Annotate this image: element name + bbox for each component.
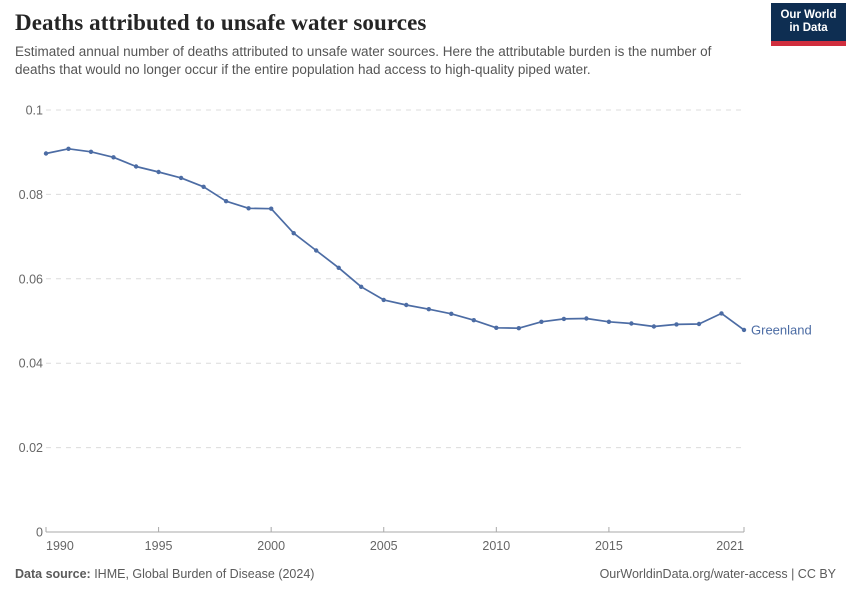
data-point <box>471 318 476 323</box>
data-point <box>246 206 251 211</box>
data-point <box>269 206 274 211</box>
y-tick-label: 0.06 <box>19 272 43 286</box>
data-point <box>651 324 657 329</box>
series-greenland: Greenland <box>43 146 812 337</box>
owid-logo[interactable]: Our World in Data <box>771 3 846 46</box>
data-point <box>314 248 319 253</box>
attribution-link[interactable]: OurWorldinData.org/water-access | CC BY <box>599 567 836 581</box>
data-point <box>741 327 747 333</box>
series-end-label: Greenland <box>751 322 812 337</box>
chart-footer: Data source: IHME, Global Burden of Dise… <box>15 567 836 581</box>
page-title: Deaths attributed to unsafe water source… <box>15 10 427 35</box>
owid-logo-line2: in Data <box>789 22 828 34</box>
data-point <box>359 284 364 289</box>
data-point <box>539 319 544 324</box>
data-point <box>178 175 184 181</box>
data-point <box>66 146 71 151</box>
y-tick-label: 0.08 <box>19 188 43 202</box>
data-point <box>156 169 161 175</box>
data-point <box>404 302 409 308</box>
x-tick-label: 1990 <box>46 539 74 553</box>
data-point <box>381 297 386 303</box>
data-point <box>561 316 567 322</box>
x-tick-label: 1995 <box>145 539 173 553</box>
data-point <box>494 325 499 330</box>
data-point <box>696 321 702 327</box>
x-tick-label: 2015 <box>595 539 623 553</box>
data-point <box>584 316 589 321</box>
y-tick-label: 0.04 <box>19 357 43 371</box>
y-tick-label: 0.1 <box>26 104 43 118</box>
y-tick-label: 0.02 <box>19 441 43 455</box>
x-tick-label: 2000 <box>257 539 285 553</box>
data-point <box>111 155 116 160</box>
owid-logo-box: Our World in Data <box>771 3 846 41</box>
data-point <box>674 322 679 327</box>
data-line <box>45 147 745 331</box>
data-point <box>629 321 634 326</box>
data-point <box>43 151 49 156</box>
data-point <box>516 326 521 331</box>
owid-logo-line1: Our World <box>780 9 837 21</box>
data-point <box>606 319 612 324</box>
x-tick-label: 2021 <box>716 539 744 553</box>
gridlines <box>46 109 744 449</box>
data-point <box>223 199 229 204</box>
data-point <box>426 307 431 312</box>
data-point <box>336 265 341 270</box>
data-source: Data source: IHME, Global Burden of Dise… <box>15 567 314 581</box>
data-point <box>201 184 206 189</box>
data-point <box>449 311 454 316</box>
data-point <box>88 149 94 154</box>
data-point <box>719 311 724 316</box>
chart-subtitle: Estimated annual number of deaths attrib… <box>15 44 712 77</box>
x-tick-label: 2005 <box>370 539 398 553</box>
x-axis: 1990 1995 2000 2005 2010 2015 2021 <box>45 527 745 553</box>
data-source-value: IHME, Global Burden of Disease (2024) <box>90 567 315 581</box>
data-point <box>291 231 296 236</box>
owid-logo-stripe <box>771 41 846 46</box>
chart-header: Deaths attributed to unsafe water source… <box>15 10 835 79</box>
data-point <box>133 164 139 169</box>
y-axis-labels: 0 0.02 0.04 0.06 0.08 0.1 <box>19 104 43 540</box>
x-tick-label: 2010 <box>482 539 510 553</box>
data-source-label: Data source: <box>15 567 91 581</box>
y-tick-label: 0 <box>36 526 43 540</box>
